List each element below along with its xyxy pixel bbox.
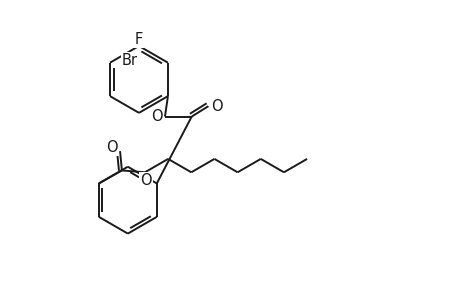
Text: O: O [210,99,222,114]
Text: Br: Br [122,53,138,68]
Text: F: F [134,32,143,47]
Text: O: O [140,173,151,188]
Text: O: O [151,109,162,124]
Text: O: O [106,140,118,155]
